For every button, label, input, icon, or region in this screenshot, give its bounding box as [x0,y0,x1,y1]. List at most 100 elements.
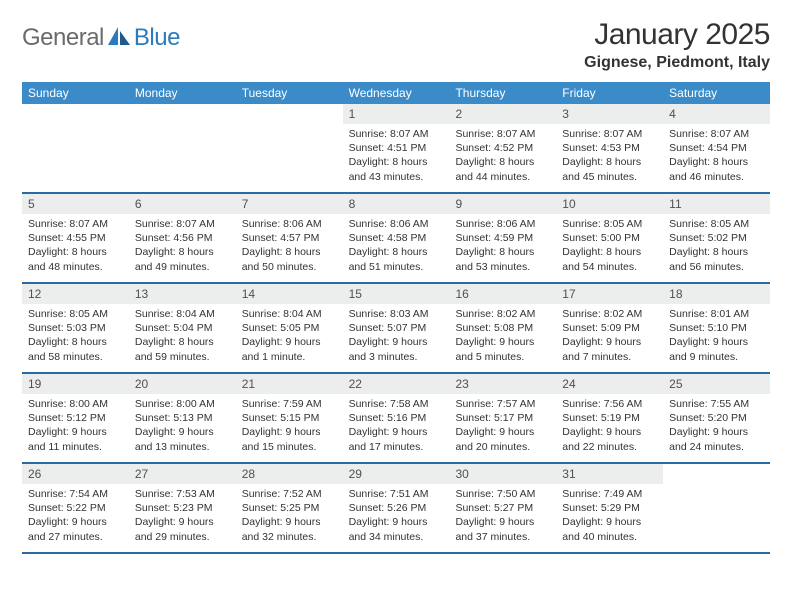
weekday-header-row: SundayMondayTuesdayWednesdayThursdayFrid… [22,82,770,104]
day-content: Sunrise: 8:07 AMSunset: 4:55 PMDaylight:… [22,214,129,280]
day-cell: 9Sunrise: 8:06 AMSunset: 4:59 PMDaylight… [449,194,556,282]
day-cell: 3Sunrise: 8:07 AMSunset: 4:53 PMDaylight… [556,104,663,192]
empty-day-cell [236,104,343,192]
weekday-header-cell: Wednesday [343,82,450,104]
day-content: Sunrise: 8:03 AMSunset: 5:07 PMDaylight:… [343,304,450,370]
day-number: 9 [449,194,556,214]
day-number: 15 [343,284,450,304]
day-number: 6 [129,194,236,214]
day-cell: 7Sunrise: 8:06 AMSunset: 4:57 PMDaylight… [236,194,343,282]
day-content: Sunrise: 7:49 AMSunset: 5:29 PMDaylight:… [556,484,663,550]
empty-day-cell [22,104,129,192]
day-number: 21 [236,374,343,394]
week-row: 19Sunrise: 8:00 AMSunset: 5:12 PMDayligh… [22,374,770,464]
day-number: 25 [663,374,770,394]
day-number: 23 [449,374,556,394]
day-content: Sunrise: 7:56 AMSunset: 5:19 PMDaylight:… [556,394,663,460]
day-content: Sunrise: 7:53 AMSunset: 5:23 PMDaylight:… [129,484,236,550]
day-cell: 13Sunrise: 8:04 AMSunset: 5:04 PMDayligh… [129,284,236,372]
day-cell: 11Sunrise: 8:05 AMSunset: 5:02 PMDayligh… [663,194,770,282]
weekday-header-cell: Saturday [663,82,770,104]
day-number: 22 [343,374,450,394]
day-content: Sunrise: 8:06 AMSunset: 4:57 PMDaylight:… [236,214,343,280]
weeks-container: 1Sunrise: 8:07 AMSunset: 4:51 PMDaylight… [22,104,770,554]
day-number: 7 [236,194,343,214]
day-content: Sunrise: 8:00 AMSunset: 5:12 PMDaylight:… [22,394,129,460]
day-number: 29 [343,464,450,484]
location: Gignese, Piedmont, Italy [584,54,770,72]
day-cell: 15Sunrise: 8:03 AMSunset: 5:07 PMDayligh… [343,284,450,372]
calendar-page: General Blue January 2025 Gignese, Piedm… [0,0,792,572]
day-number: 8 [343,194,450,214]
week-row: 1Sunrise: 8:07 AMSunset: 4:51 PMDaylight… [22,104,770,194]
day-cell: 10Sunrise: 8:05 AMSunset: 5:00 PMDayligh… [556,194,663,282]
weekday-header-cell: Sunday [22,82,129,104]
weekday-header-cell: Thursday [449,82,556,104]
day-number: 3 [556,104,663,124]
day-cell: 25Sunrise: 7:55 AMSunset: 5:20 PMDayligh… [663,374,770,462]
header: General Blue January 2025 Gignese, Piedm… [22,18,770,72]
day-number: 16 [449,284,556,304]
day-content: Sunrise: 8:02 AMSunset: 5:09 PMDaylight:… [556,304,663,370]
day-number: 27 [129,464,236,484]
day-content: Sunrise: 8:07 AMSunset: 4:53 PMDaylight:… [556,124,663,190]
day-number: 2 [449,104,556,124]
day-number: 13 [129,284,236,304]
weekday-header-cell: Tuesday [236,82,343,104]
day-number: 26 [22,464,129,484]
day-content: Sunrise: 7:58 AMSunset: 5:16 PMDaylight:… [343,394,450,460]
logo-text-1: General [22,24,104,52]
day-number: 30 [449,464,556,484]
day-cell: 2Sunrise: 8:07 AMSunset: 4:52 PMDaylight… [449,104,556,192]
day-content: Sunrise: 7:55 AMSunset: 5:20 PMDaylight:… [663,394,770,460]
day-cell: 19Sunrise: 8:00 AMSunset: 5:12 PMDayligh… [22,374,129,462]
day-cell: 24Sunrise: 7:56 AMSunset: 5:19 PMDayligh… [556,374,663,462]
day-number: 20 [129,374,236,394]
calendar-grid: SundayMondayTuesdayWednesdayThursdayFrid… [22,82,770,554]
empty-day-cell [129,104,236,192]
day-number: 11 [663,194,770,214]
day-content: Sunrise: 8:02 AMSunset: 5:08 PMDaylight:… [449,304,556,370]
logo: General Blue [22,24,180,52]
day-content: Sunrise: 7:57 AMSunset: 5:17 PMDaylight:… [449,394,556,460]
day-number: 18 [663,284,770,304]
day-content: Sunrise: 8:07 AMSunset: 4:54 PMDaylight:… [663,124,770,190]
day-content: Sunrise: 7:52 AMSunset: 5:25 PMDaylight:… [236,484,343,550]
day-cell: 31Sunrise: 7:49 AMSunset: 5:29 PMDayligh… [556,464,663,552]
day-cell: 30Sunrise: 7:50 AMSunset: 5:27 PMDayligh… [449,464,556,552]
logo-text-2: Blue [134,24,180,52]
day-content: Sunrise: 8:06 AMSunset: 4:58 PMDaylight:… [343,214,450,280]
day-number: 31 [556,464,663,484]
weekday-header-cell: Monday [129,82,236,104]
day-content: Sunrise: 8:07 AMSunset: 4:52 PMDaylight:… [449,124,556,190]
day-content: Sunrise: 8:04 AMSunset: 5:05 PMDaylight:… [236,304,343,370]
day-content: Sunrise: 7:51 AMSunset: 5:26 PMDaylight:… [343,484,450,550]
day-number: 5 [22,194,129,214]
day-content: Sunrise: 7:54 AMSunset: 5:22 PMDaylight:… [22,484,129,550]
empty-day-cell [663,464,770,552]
day-number: 28 [236,464,343,484]
day-number: 12 [22,284,129,304]
day-cell: 6Sunrise: 8:07 AMSunset: 4:56 PMDaylight… [129,194,236,282]
day-cell: 17Sunrise: 8:02 AMSunset: 5:09 PMDayligh… [556,284,663,372]
day-cell: 20Sunrise: 8:00 AMSunset: 5:13 PMDayligh… [129,374,236,462]
day-number: 17 [556,284,663,304]
day-cell: 29Sunrise: 7:51 AMSunset: 5:26 PMDayligh… [343,464,450,552]
day-content: Sunrise: 7:59 AMSunset: 5:15 PMDaylight:… [236,394,343,460]
day-content: Sunrise: 8:05 AMSunset: 5:02 PMDaylight:… [663,214,770,280]
day-cell: 1Sunrise: 8:07 AMSunset: 4:51 PMDaylight… [343,104,450,192]
week-row: 26Sunrise: 7:54 AMSunset: 5:22 PMDayligh… [22,464,770,554]
day-number: 19 [22,374,129,394]
day-cell: 12Sunrise: 8:05 AMSunset: 5:03 PMDayligh… [22,284,129,372]
day-cell: 28Sunrise: 7:52 AMSunset: 5:25 PMDayligh… [236,464,343,552]
day-number: 10 [556,194,663,214]
day-content: Sunrise: 8:04 AMSunset: 5:04 PMDaylight:… [129,304,236,370]
day-content: Sunrise: 7:50 AMSunset: 5:27 PMDaylight:… [449,484,556,550]
day-number: 1 [343,104,450,124]
day-cell: 14Sunrise: 8:04 AMSunset: 5:05 PMDayligh… [236,284,343,372]
week-row: 12Sunrise: 8:05 AMSunset: 5:03 PMDayligh… [22,284,770,374]
day-cell: 18Sunrise: 8:01 AMSunset: 5:10 PMDayligh… [663,284,770,372]
day-content: Sunrise: 8:01 AMSunset: 5:10 PMDaylight:… [663,304,770,370]
day-cell: 22Sunrise: 7:58 AMSunset: 5:16 PMDayligh… [343,374,450,462]
week-row: 5Sunrise: 8:07 AMSunset: 4:55 PMDaylight… [22,194,770,284]
